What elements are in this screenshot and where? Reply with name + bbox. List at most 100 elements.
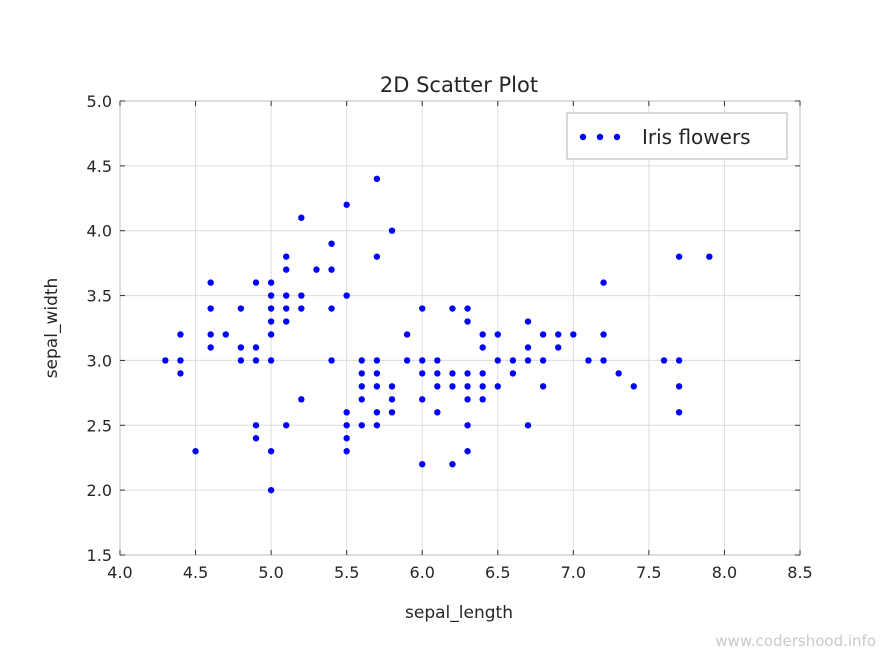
- x-axis-label: sepal_length: [405, 603, 513, 623]
- data-points: [162, 175, 713, 494]
- data-point: [403, 357, 411, 364]
- data-point: [600, 357, 607, 364]
- y-tick-label: 1.5: [87, 546, 112, 565]
- data-point: [177, 357, 184, 364]
- grid: [120, 101, 800, 555]
- data-point: [373, 409, 381, 416]
- data-point: [539, 357, 547, 364]
- data-point: [539, 383, 547, 390]
- data-point: [373, 370, 381, 377]
- data-point: [252, 344, 260, 351]
- data-point: [358, 396, 365, 403]
- data-point: [434, 383, 441, 390]
- data-point: [343, 422, 350, 429]
- x-tick-label: 5.0: [258, 563, 283, 582]
- x-tick-label: 6.5: [485, 563, 510, 582]
- data-point: [600, 279, 607, 286]
- data-point: [267, 448, 275, 455]
- data-point: [630, 383, 637, 390]
- data-point: [509, 370, 517, 377]
- data-point: [358, 357, 365, 364]
- data-point: [298, 214, 305, 221]
- axis-ticks: 4.0 4.5 5.0 5.5 6.0 6.5 7.0 7.5 8.0 8.5 1.5 2.0 2.5 3…: [87, 92, 813, 582]
- data-point: [283, 318, 290, 325]
- data-point: [328, 266, 335, 273]
- data-point: [192, 448, 199, 455]
- y-tick-label: 4.5: [87, 157, 112, 176]
- data-point: [267, 318, 275, 325]
- data-point: [283, 292, 290, 299]
- data-point: [419, 461, 426, 468]
- data-point: [675, 383, 683, 390]
- data-point: [388, 396, 396, 403]
- data-point: [434, 409, 441, 416]
- x-tick-label: 7.5: [636, 563, 661, 582]
- data-point: [464, 396, 471, 403]
- data-point: [706, 253, 713, 260]
- data-point: [267, 292, 275, 299]
- data-point: [479, 331, 486, 338]
- data-point: [267, 357, 275, 364]
- data-point: [328, 240, 335, 247]
- data-point: [343, 409, 350, 416]
- data-point: [267, 305, 275, 312]
- legend: Iris flowers: [566, 112, 788, 160]
- data-point: [419, 305, 426, 312]
- data-point: [298, 305, 305, 312]
- x-tick-label: 4.0: [107, 563, 132, 582]
- data-point: [600, 331, 607, 338]
- data-point: [449, 461, 456, 468]
- y-tick-label: 2.0: [87, 481, 112, 500]
- data-point: [177, 370, 184, 377]
- data-point: [464, 383, 471, 390]
- x-tick-label: 4.5: [183, 563, 208, 582]
- data-point: [252, 357, 260, 364]
- data-point: [298, 396, 305, 403]
- data-point: [237, 344, 245, 351]
- legend-marker-dot: [613, 133, 621, 141]
- data-point: [494, 357, 501, 364]
- data-point: [388, 409, 396, 416]
- data-point: [524, 357, 532, 364]
- data-point: [283, 266, 290, 273]
- data-point: [524, 344, 532, 351]
- data-point: [660, 357, 668, 364]
- data-point: [419, 370, 426, 377]
- data-point: [343, 448, 350, 455]
- data-point: [298, 292, 305, 299]
- data-point: [358, 422, 365, 429]
- data-point: [464, 448, 471, 455]
- data-point: [539, 331, 547, 338]
- data-point: [313, 266, 320, 273]
- data-point: [207, 344, 214, 351]
- data-point: [237, 357, 245, 364]
- y-tick-label: 3.5: [87, 287, 112, 306]
- data-point: [373, 383, 381, 390]
- data-point: [464, 370, 471, 377]
- x-tick-label: 8.0: [712, 563, 737, 582]
- data-point: [403, 331, 411, 338]
- data-point: [555, 331, 562, 338]
- data-point: [434, 370, 441, 377]
- data-point: [267, 279, 275, 286]
- y-tick-label: 5.0: [87, 92, 112, 111]
- chart-title: 2D Scatter Plot: [380, 73, 538, 97]
- legend-marker: [579, 133, 621, 141]
- data-point: [373, 422, 381, 429]
- data-point: [494, 331, 501, 338]
- x-tick-label: 5.5: [334, 563, 359, 582]
- data-point: [509, 357, 517, 364]
- data-point: [449, 370, 456, 377]
- y-tick-label: 4.0: [87, 222, 112, 241]
- data-point: [358, 370, 365, 377]
- data-point: [283, 305, 290, 312]
- data-point: [328, 305, 335, 312]
- y-tick-label: 3.0: [87, 351, 112, 370]
- data-point: [252, 422, 260, 429]
- data-point: [479, 344, 486, 351]
- x-tick-label: 7.0: [561, 563, 586, 582]
- data-point: [434, 357, 441, 364]
- data-point: [222, 331, 229, 338]
- data-point: [449, 383, 456, 390]
